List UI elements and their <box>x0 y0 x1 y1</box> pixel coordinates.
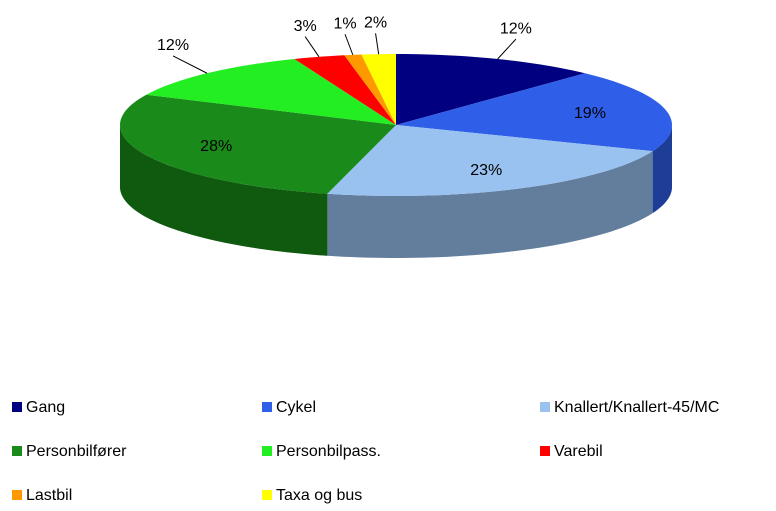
pie-side <box>652 125 672 214</box>
pie-slice <box>327 125 653 196</box>
value-label: 12% <box>157 37 189 54</box>
leader-line <box>172 55 208 74</box>
value-labels: 12% 19% 23% 28% 12% 3% 1% 2% <box>157 15 606 179</box>
legend: Gang Cykel Knallert/Knallert-45/MC Personbi… <box>12 399 719 504</box>
legend-label: Cykel <box>276 399 316 416</box>
pie-side-shade <box>327 151 653 258</box>
legend-label: Lastbil <box>26 487 72 504</box>
legend-swatch <box>262 446 272 456</box>
pie-slice <box>120 94 396 194</box>
value-label: 3% <box>294 18 317 35</box>
legend-swatch <box>262 490 272 500</box>
leader-line <box>497 38 517 60</box>
value-label: 1% <box>333 15 356 32</box>
leader-line <box>304 36 320 58</box>
pie-tops <box>120 54 672 196</box>
pie-sides <box>120 125 672 258</box>
pie-slice <box>396 54 585 125</box>
pie-side-shade <box>120 125 328 256</box>
legend-label: Personbilfører <box>26 443 127 460</box>
pie-slice <box>361 54 396 125</box>
legend-swatch <box>12 490 22 500</box>
pie-slice <box>294 55 396 126</box>
pie-slice <box>396 73 672 152</box>
value-label: 2% <box>364 15 387 32</box>
leader-line <box>375 33 380 55</box>
legend-swatch <box>12 446 22 456</box>
legend-label: Taxa og bus <box>276 487 362 504</box>
value-label: 12% <box>500 20 532 37</box>
legend-swatch <box>262 402 272 412</box>
pie-side <box>327 151 653 258</box>
legend-label: Personbilpass. <box>276 443 381 460</box>
pie-side <box>120 125 328 256</box>
legend-label: Varebil <box>554 443 603 460</box>
pie-slice <box>344 54 396 126</box>
legend-label: Gang <box>26 399 65 416</box>
legend-swatch <box>540 446 550 456</box>
legend-label: Knallert/Knallert-45/MC <box>554 399 719 416</box>
pie-slice <box>146 58 396 125</box>
value-label: 19% <box>574 105 606 122</box>
pie-side-shade <box>652 125 672 214</box>
value-label: 23% <box>470 162 502 179</box>
leader-line <box>344 34 354 56</box>
legend-swatch <box>540 402 550 412</box>
legend-swatch <box>12 402 22 412</box>
value-label: 28% <box>200 138 232 155</box>
